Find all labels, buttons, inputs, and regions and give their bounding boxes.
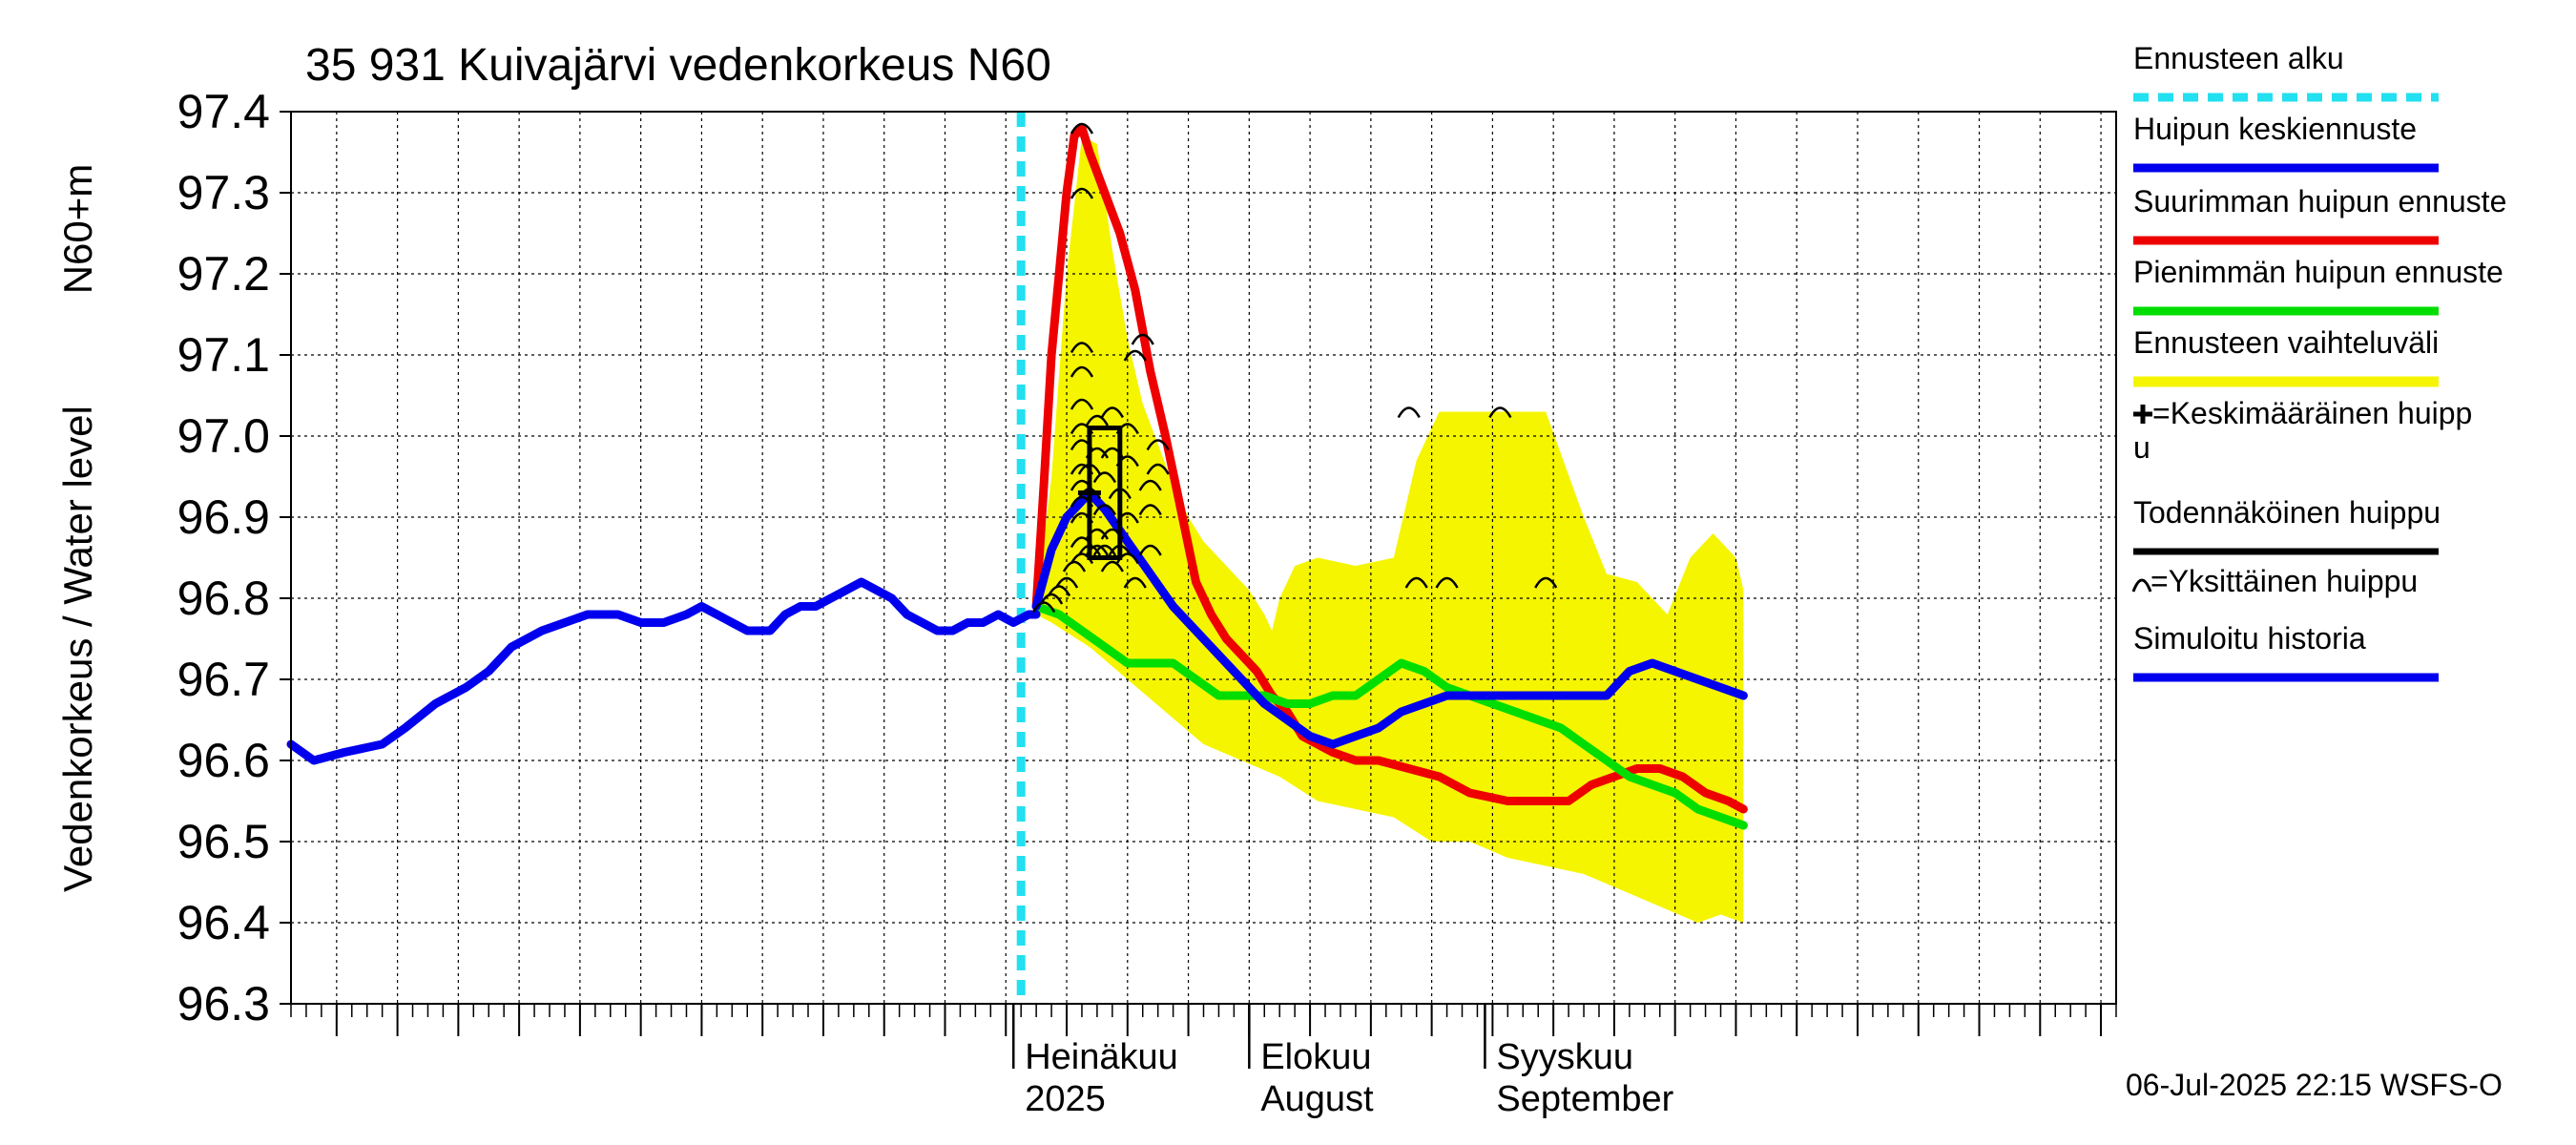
mean-peak-marker [1077, 481, 1101, 505]
single-peak-marker [1047, 585, 1071, 597]
single-peak-marker [1123, 576, 1147, 589]
single-peak-marker [1435, 576, 1459, 589]
legend-label-min: Pienimmän huipun ennuste [2133, 255, 2503, 289]
single-peak-marker [1092, 504, 1116, 516]
series-line-mean [1031, 489, 1748, 749]
y-tick-label: 97.4 [177, 85, 270, 138]
single-peak-marker [1054, 576, 1079, 589]
y-tick-label: 96.5 [177, 815, 270, 868]
single-peak-marker [1100, 560, 1124, 572]
month-label: Heinäkuu [1025, 1037, 1178, 1077]
single-peak-marker [1092, 471, 1116, 484]
legend-label-max: Suurimman huipun ennuste [2133, 184, 2506, 219]
y-tick-label: 96.4 [177, 896, 270, 949]
single-peak-marker [1062, 560, 1087, 572]
single-peak-marker [1138, 544, 1162, 556]
series-line-max [1031, 123, 1748, 814]
legend-label-forecast_start: Ennusteen alku [2133, 41, 2344, 75]
series-line-history [286, 577, 1041, 765]
series-line-min [1031, 602, 1748, 830]
y-tick-label: 96.9 [177, 490, 270, 544]
peaks-layer [1032, 122, 1558, 614]
legend-mean-peak-symbol [2133, 405, 2152, 424]
single-peak-marker [1070, 398, 1094, 410]
month-label-secondary: August [1260, 1079, 1374, 1119]
legend-label-history: Simuloitu historia [2133, 621, 2366, 656]
forecast-range-layer [1036, 135, 1744, 923]
y-tick-label: 97.3 [177, 166, 270, 219]
month-label-secondary: September [1496, 1079, 1673, 1119]
single-peak-marker [1070, 552, 1094, 565]
y-tick-label: 97.0 [177, 409, 270, 463]
y-tick-label: 97.2 [177, 247, 270, 301]
single-peak-marker [1070, 342, 1094, 354]
single-peak-marker [1070, 365, 1094, 378]
single-peak-marker [1534, 576, 1558, 589]
chart-title: 35 931 Kuivajärvi vedenkorkeus N60 [305, 40, 1051, 91]
single-peak-marker [1146, 463, 1170, 475]
legend-label-band: Ennusteen vaihteluväli [2133, 325, 2439, 360]
legend-label-avg-peak-wrap: u [2133, 430, 2150, 465]
footer-timestamp: 06-Jul-2025 22:15 WSFS-O [2126, 1068, 2503, 1102]
legend-label-avg-peak: =Keskimääräinen huipp [2152, 396, 2472, 430]
single-peak-marker [1115, 552, 1139, 565]
legend-label-prob_peak: Todennäköinen huippu [2133, 495, 2441, 530]
legend-label-single-peak: =Yksittäinen huippu [2150, 564, 2418, 598]
y-tick-label: 96.6 [177, 734, 270, 787]
single-peak-marker [1070, 187, 1094, 199]
y-tick-label: 97.1 [177, 328, 270, 382]
single-peak-marker [1146, 439, 1170, 451]
single-peak-marker [1131, 333, 1154, 345]
month-label-secondary: 2025 [1025, 1079, 1106, 1119]
single-peak-marker [1032, 601, 1056, 614]
y-tick-label: 96.8 [177, 572, 270, 625]
y-tick-label: 96.7 [177, 653, 270, 706]
single-peak-marker [1488, 406, 1512, 419]
legend: Ennusteen alku Huipun keskiennuste Suurimm… [2131, 41, 2506, 682]
legend-label-mean: Huipun keskiennuste [2133, 112, 2417, 146]
single-peak-marker [1138, 504, 1162, 516]
series-layer [286, 123, 1748, 830]
y-axis-label: Vedenkorkeus / Water level [55, 406, 100, 892]
y-axis-unit-label: N60+m [55, 164, 100, 295]
legend-single-peak-symbol [2131, 578, 2152, 593]
single-peak-marker [1039, 593, 1064, 605]
single-peak-marker [1100, 406, 1124, 419]
axis-layer: 96.3 96.4 96.5 96.6 96.7 96.8 96.9 97.0 97.1 97.2… [177, 85, 2117, 1119]
single-peak-marker [1138, 479, 1162, 491]
y-tick-label: 96.3 [177, 977, 270, 1030]
single-peak-marker [1085, 414, 1110, 427]
single-peak-marker [1070, 122, 1094, 135]
single-peak-marker [1397, 406, 1421, 419]
month-label: Elokuu [1260, 1037, 1371, 1077]
forecast-range-area [1036, 135, 1744, 923]
single-peak-marker [1123, 349, 1147, 362]
month-label: Syyskuu [1496, 1037, 1633, 1077]
single-peak-marker [1092, 544, 1116, 556]
single-peak-marker [1404, 576, 1428, 589]
